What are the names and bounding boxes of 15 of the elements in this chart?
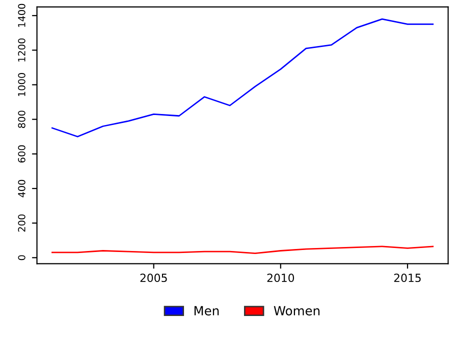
x-tick-label: 2015 bbox=[394, 274, 421, 282]
y-tick-label: 200 bbox=[18, 214, 26, 232]
line-series bbox=[51, 246, 434, 254]
x-tick-label: 2010 bbox=[267, 274, 294, 282]
y-tick-label: 400 bbox=[18, 180, 26, 198]
legend-label: Men bbox=[194, 306, 219, 316]
y-tick-label: 1200 bbox=[18, 38, 26, 62]
y-tick-label: 800 bbox=[18, 110, 26, 128]
legend-label: Women bbox=[274, 306, 320, 316]
y-tick-label: 600 bbox=[18, 145, 26, 163]
y-tick-label: 0 bbox=[18, 255, 26, 260]
line-series bbox=[51, 18, 434, 138]
x-tick-label: 2005 bbox=[140, 274, 167, 282]
y-tick-label: 1000 bbox=[18, 73, 26, 96]
y-tick-label: 1400 bbox=[18, 4, 26, 27]
